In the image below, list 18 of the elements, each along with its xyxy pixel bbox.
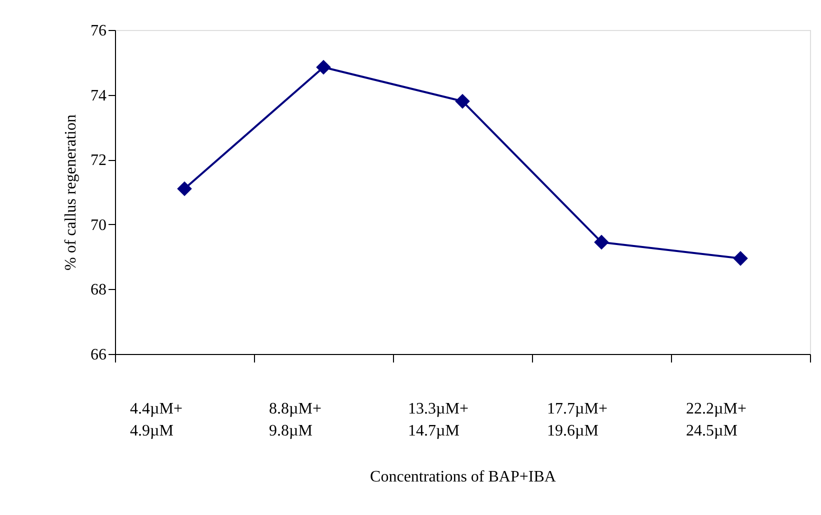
x-tick-label: 8.8µM+ 9.8µM: [269, 400, 322, 440]
y-tick-label: 74: [90, 87, 106, 104]
y-tick-label: 68: [90, 282, 106, 299]
x-tick-label: 17.7µM+ 19.6µM: [547, 400, 608, 440]
y-tick-label: 72: [90, 152, 106, 170]
point: [177, 181, 192, 196]
x-tick-label: 13.3µM+ 14.7µM: [408, 400, 468, 440]
point: [594, 234, 609, 250]
x-tick-label: 22.2µM+ 24.5µM: [686, 400, 746, 440]
y-axis-title: % of callus regeneration: [62, 114, 80, 270]
point: [455, 94, 470, 109]
y-tick-label: 66: [90, 346, 106, 364]
point: [733, 251, 748, 266]
point: [316, 60, 331, 75]
y-tick-label: 70: [90, 216, 106, 234]
x-tick-label: 4.4µM+ 4.9µM: [130, 400, 182, 440]
x-axis-title: Concentrations of BAP+IBA: [370, 468, 556, 486]
y-tick-label: 76: [90, 22, 106, 40]
